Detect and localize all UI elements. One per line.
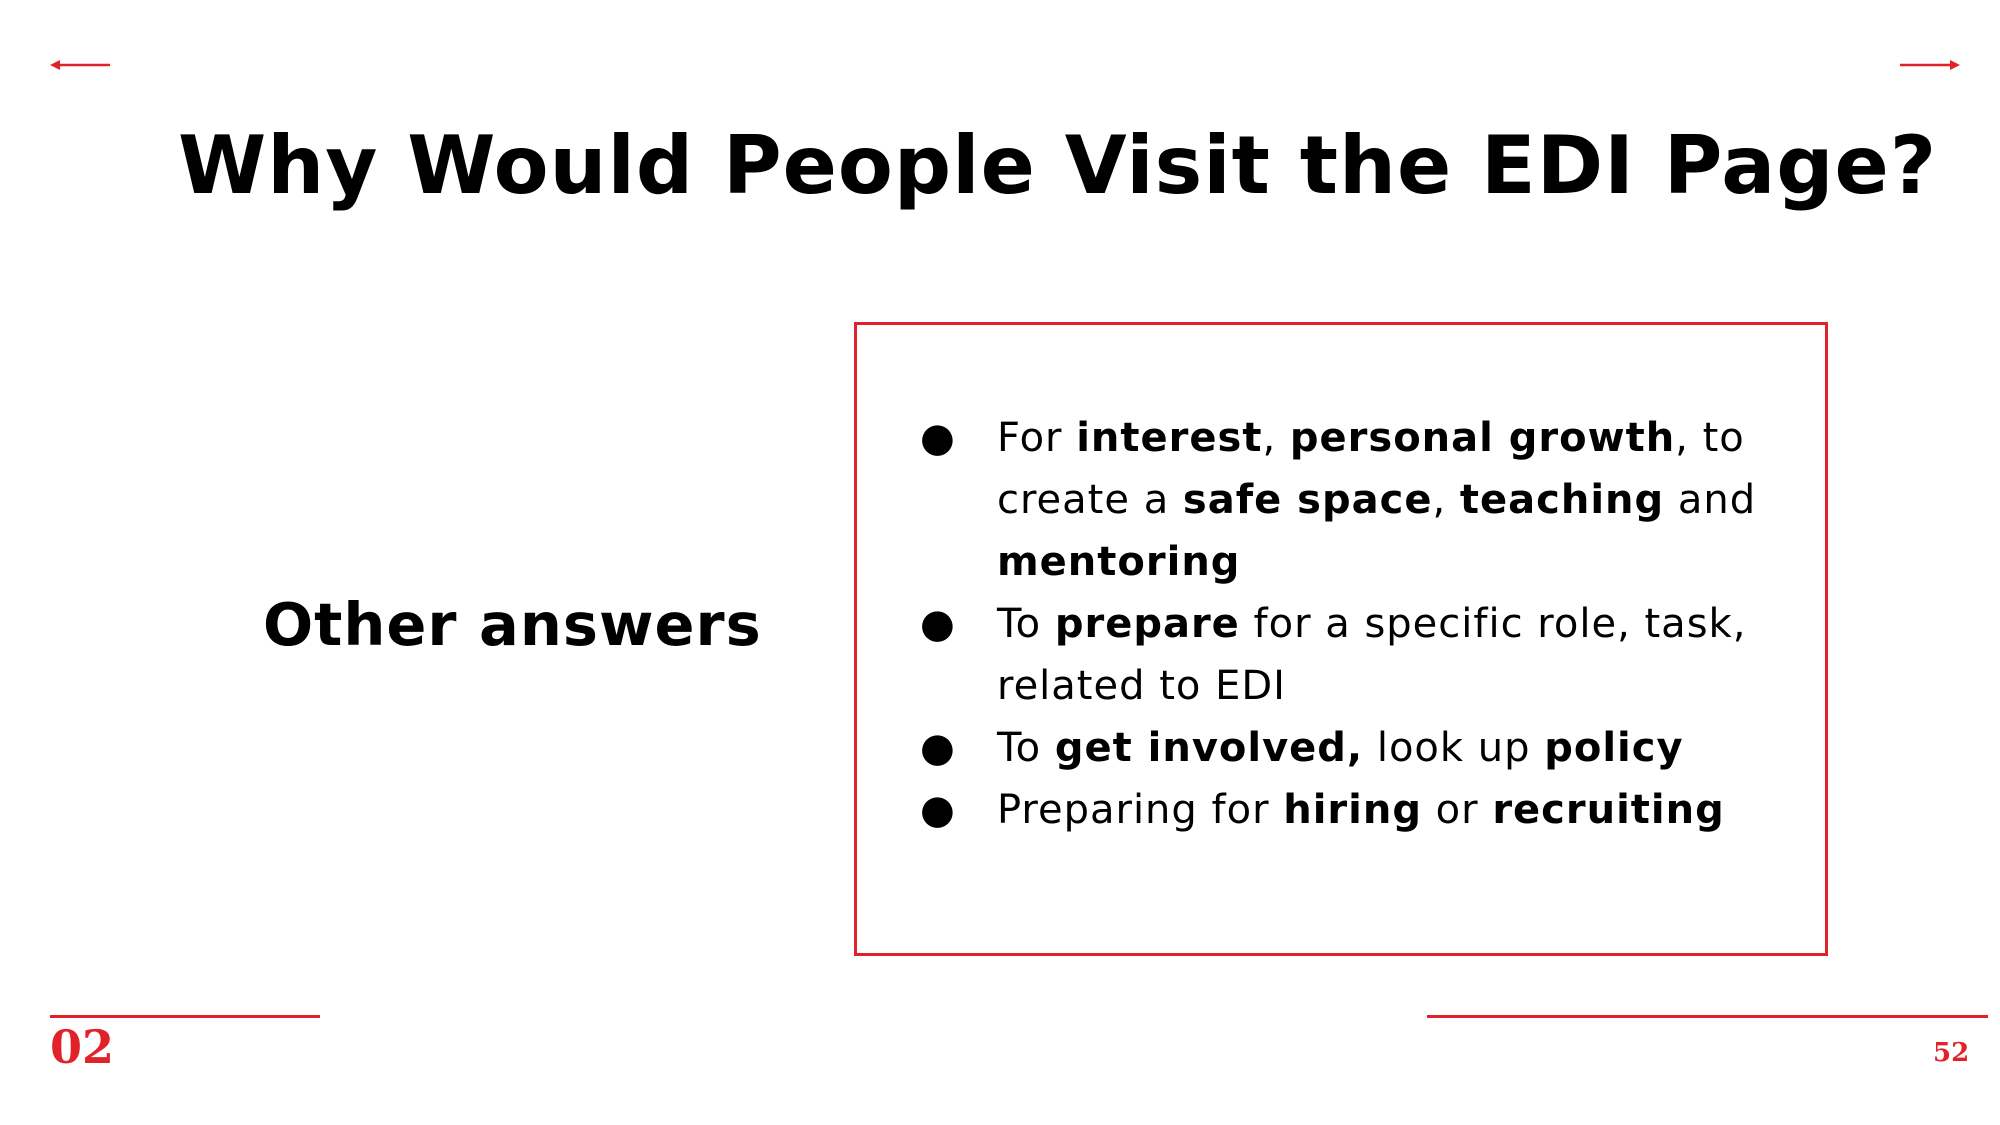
- bullet-icon: ●: [920, 787, 956, 833]
- answer-text: , to create a: [997, 415, 1745, 523]
- answers-list: ● For interest, personal growth, to creat…: [857, 407, 1757, 841]
- answer-text: or: [1421, 787, 1493, 833]
- emphasis-text: prepare: [1054, 601, 1240, 647]
- answer-text: and: [1664, 477, 1757, 523]
- emphasis-text: policy: [1544, 725, 1684, 771]
- bullet-icon: ●: [920, 725, 956, 771]
- page-title: Why Would People Visit the EDI Page?: [178, 119, 1938, 212]
- answer-text: look up: [1363, 725, 1545, 771]
- list-item: ● To get involved, look up policy: [857, 717, 1757, 779]
- answer-text: ,: [1262, 415, 1290, 461]
- emphasis-text: personal growth: [1289, 415, 1676, 461]
- footer-divider-right: [1427, 1015, 1988, 1018]
- section-label: Other answers: [263, 590, 762, 659]
- emphasis-text: recruiting: [1492, 787, 1725, 833]
- emphasis-text: mentoring: [997, 539, 1241, 585]
- arrow-right-icon[interactable]: [1898, 58, 1960, 72]
- section-number: 02: [50, 1020, 115, 1074]
- answer-text: ,: [1432, 477, 1460, 523]
- emphasis-text: safe space: [1182, 477, 1433, 523]
- emphasis-text: teaching: [1459, 477, 1665, 523]
- footer-divider-left: [50, 1015, 320, 1018]
- list-item: ● To prepare for a specific role, task, r…: [857, 593, 1757, 717]
- list-item: ● For interest, personal growth, to creat…: [857, 407, 1757, 593]
- emphasis-text: interest: [1076, 415, 1263, 461]
- arrow-left-icon[interactable]: [50, 58, 112, 72]
- answers-box: ● For interest, personal growth, to creat…: [854, 322, 1828, 956]
- bullet-icon: ●: [920, 601, 956, 647]
- bullet-icon: ●: [920, 415, 956, 461]
- page-number: 52: [1933, 1038, 1970, 1068]
- list-item: ● Preparing for hiring or recruiting: [857, 779, 1757, 841]
- answer-text: To: [997, 601, 1055, 647]
- answer-text: for a specific role, task, related to ED…: [997, 601, 1747, 709]
- answer-text: Preparing for: [997, 787, 1284, 833]
- answer-text: To: [997, 725, 1055, 771]
- answer-text: For: [997, 415, 1077, 461]
- emphasis-text: get involved,: [1054, 725, 1364, 771]
- emphasis-text: hiring: [1283, 787, 1422, 833]
